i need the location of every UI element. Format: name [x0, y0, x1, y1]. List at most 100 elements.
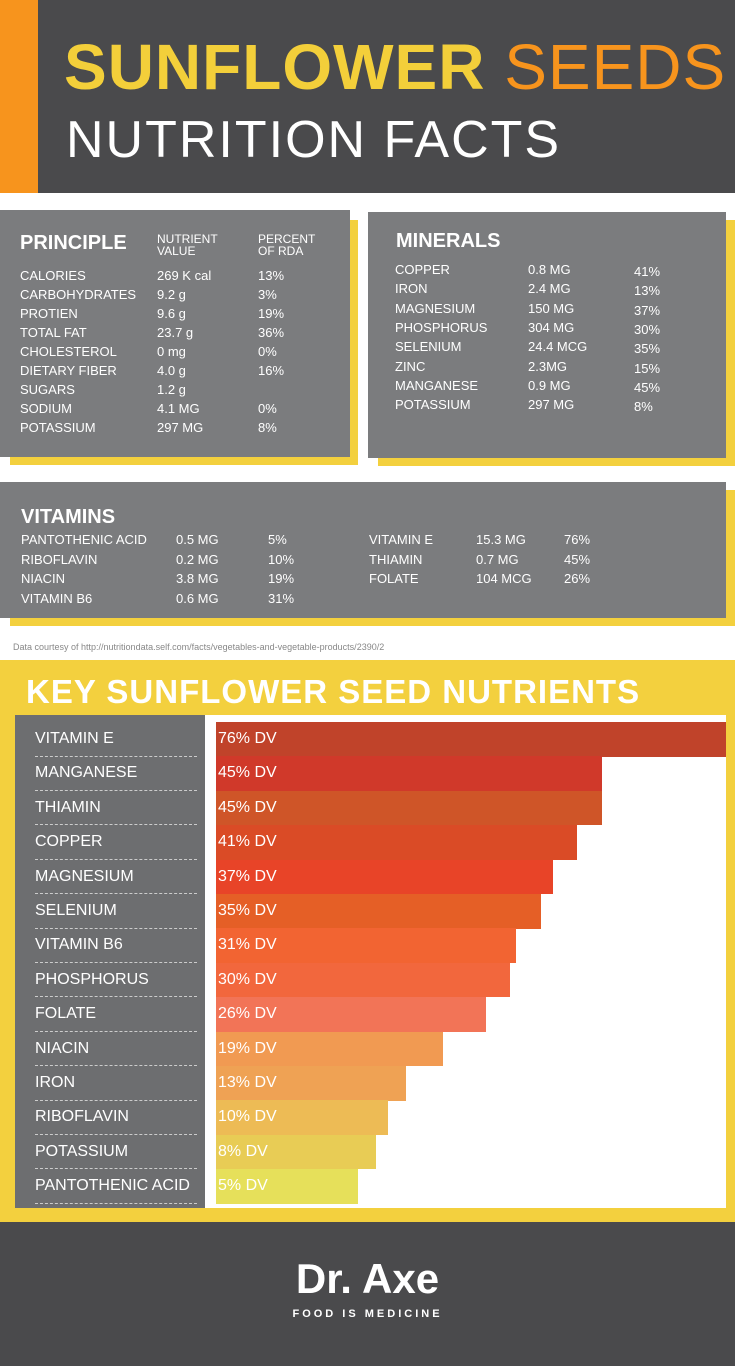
bar-copper: 41% DV: [216, 825, 578, 860]
mineral-value: 2.3MG: [528, 358, 568, 374]
principle-panel: PRINCIPLE NUTRIENT VALUE PERCENT OF RDA …: [0, 210, 350, 457]
col-percent-rda: PERCENT OF RDA: [258, 232, 316, 258]
mineral-value: 304 MG: [528, 319, 575, 335]
vitamin-name: PANTOTHENIC ACID: [21, 532, 147, 547]
category-label: MAGNESIUM: [35, 860, 197, 895]
vitamin-value: 0.5 MG: [176, 532, 219, 547]
bar-niacin: 19% DV: [216, 1031, 443, 1067]
category-label: PANTOTHENIC ACID: [35, 1169, 197, 1204]
category-label: RIBOFLAVIN: [35, 1100, 197, 1135]
bar-potassium: 8% DV: [216, 1134, 376, 1170]
percent-rda: 36%: [258, 325, 285, 340]
mineral-name: SELENIUM: [395, 339, 462, 355]
nutrient-name: CALORIES: [20, 268, 86, 283]
vitamin-name: THIAMIN: [369, 551, 423, 567]
vitamin-value: 3.8 MG: [176, 571, 219, 586]
percent-rda: 76%: [564, 532, 591, 547]
mineral-value: 2.4 MG: [528, 281, 571, 297]
vitamin-name: VITAMIN B6: [21, 590, 93, 606]
mineral-name: IRON: [395, 281, 428, 297]
mineral-value: 297 MG: [528, 397, 575, 413]
category-label: SELENIUM: [35, 894, 197, 929]
nutrient-value: 9.6 g: [157, 306, 186, 321]
bar-riboflavin: 10% DV: [216, 1100, 388, 1135]
bar-manganese: 45% DV: [216, 756, 602, 791]
bar-folate: 26% DV: [216, 997, 486, 1032]
percent-rda: 41%: [634, 264, 661, 279]
nutrient-name: SODIUM: [20, 401, 72, 416]
category-label: FOLATE: [35, 997, 197, 1032]
category-label: NIACIN: [35, 1032, 197, 1067]
title-light: SEEDS: [504, 31, 727, 103]
minerals-title: MINERALS: [396, 230, 501, 252]
percent-rda: 0%: [258, 344, 277, 359]
principle-title: PRINCIPLE: [20, 232, 127, 254]
vitamin-value: 0.2 MG: [176, 551, 219, 567]
nutrient-name: SUGARS: [20, 382, 75, 397]
title: SUNFLOWER SEEDS: [64, 30, 726, 104]
data-credit: Data courtesy of http://nutritiondata.se…: [13, 642, 385, 652]
bar-pantothenic-acid: 5% DV: [216, 1169, 358, 1204]
tagline: FOOD IS MEDICINE: [292, 1308, 443, 1320]
nutrient-value: 23.7 g: [157, 325, 194, 340]
bar-iron: 13% DV: [216, 1066, 407, 1101]
percent-rda: 19%: [258, 306, 285, 321]
vitamin-value: 0.7 MG: [476, 551, 519, 567]
percent-rda: 13%: [634, 283, 661, 299]
header: [0, 0, 735, 193]
percent-rda: 13%: [258, 268, 285, 283]
title-bold: SUNFLOWER: [64, 31, 486, 103]
category-label: POTASSIUM: [35, 1135, 197, 1170]
nutrient-name: POTASSIUM: [20, 420, 96, 435]
percent-rda: 31%: [268, 590, 295, 606]
vitamins-title: VITAMINS: [21, 506, 116, 528]
nutrient-value: 0 mg: [157, 344, 186, 359]
nutrient-name: TOTAL FAT: [20, 325, 87, 340]
percent-rda: 45%: [634, 379, 661, 395]
category-label: COPPER: [35, 825, 197, 860]
nutrient-name: PROTIEN: [20, 306, 78, 321]
category-label: THIAMIN: [35, 791, 197, 826]
category-label: VITAMIN B6: [35, 928, 197, 963]
vitamin-name: VITAMIN E: [369, 532, 434, 547]
bar-thiamin: 45% DV: [216, 790, 602, 826]
percent-rda: 10%: [268, 551, 295, 567]
orange-accent-strip: [0, 0, 38, 193]
vitamin-name: NIACIN: [21, 571, 66, 586]
percent-rda: 8%: [634, 399, 653, 415]
percent-rda: 35%: [634, 341, 661, 357]
col-nutrient-value: NUTRIENT VALUE: [157, 232, 218, 258]
mineral-value: 0.8 MG: [528, 262, 571, 277]
nutrient-value: 4.1 MG: [157, 401, 200, 416]
nutrient-name: DIETARY FIBER: [20, 363, 117, 378]
mineral-name: POTASSIUM: [395, 397, 471, 413]
subtitle: NUTRITION FACTS: [66, 111, 562, 169]
nutrient-value: 4.0 g: [157, 363, 186, 378]
bar-vitamin-e: 76% DV: [216, 722, 726, 757]
chart-title: KEY SUNFLOWER SEED NUTRIENTS: [26, 673, 641, 710]
percent-rda: 45%: [564, 551, 591, 567]
footer: [0, 1222, 735, 1366]
percent-rda: 5%: [268, 532, 287, 547]
nutrient-value: 297 MG: [157, 420, 204, 435]
mineral-value: 24.4 MCG: [528, 339, 588, 355]
percent-rda: 19%: [268, 571, 295, 586]
category-label: PHOSPHORUS: [35, 963, 197, 998]
vitamin-value: 15.3 MG: [476, 532, 526, 547]
chart-label-column: [15, 715, 205, 1208]
mineral-name: MANGANESE: [395, 377, 479, 393]
mineral-name: PHOSPHORUS: [395, 319, 488, 335]
category-label: IRON: [35, 1066, 197, 1101]
mineral-value: 150 MG: [528, 300, 575, 316]
vitamin-name: RIBOFLAVIN: [21, 551, 98, 567]
vitamins-panel: VITAMINS PANTOTHENIC ACID 0.5 MG 5% RIBOFLA…: [0, 482, 726, 618]
nutrient-name: CARBOHYDRATES: [20, 287, 137, 302]
bar-magnesium: 37% DV: [216, 859, 553, 895]
bar-vitamin-b6: 31% DV: [216, 928, 517, 963]
mineral-name: ZINC: [395, 358, 426, 374]
mineral-name: MAGNESIUM: [395, 300, 476, 316]
category-label: VITAMIN E: [35, 722, 197, 757]
percent-rda: 26%: [564, 571, 591, 586]
dr-axe-logo: Dr. Axe: [295, 1255, 440, 1302]
nutrient-value: 269 K cal: [157, 268, 212, 283]
